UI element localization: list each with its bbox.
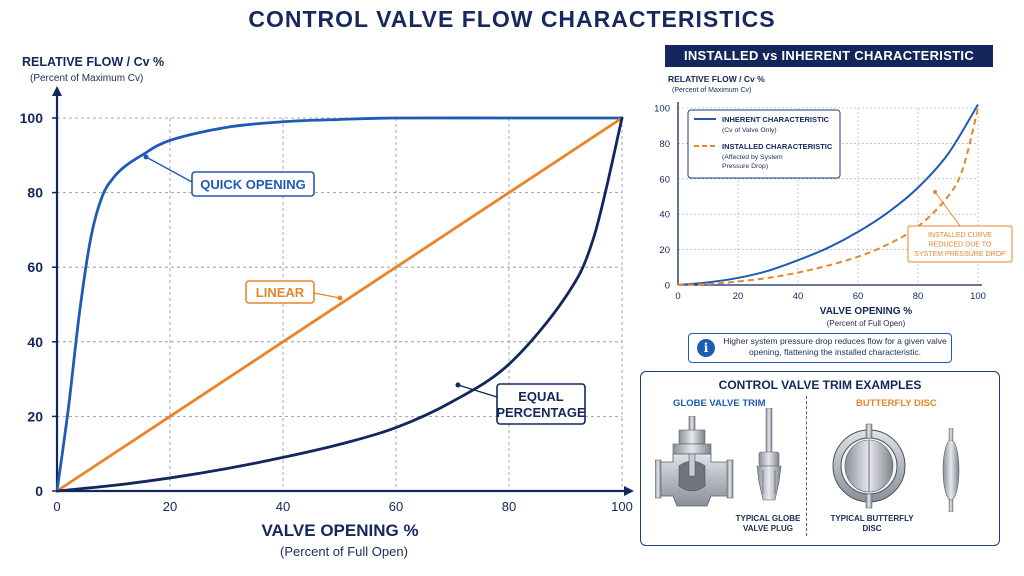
- main-ylabel: RELATIVE FLOW / Cv %: [22, 55, 164, 69]
- main-xtick-label: 40: [276, 499, 290, 514]
- inset-legend-label: INHERENT CHARACTERISTIC: [722, 115, 830, 124]
- inset-title: INSTALLED vs INHERENT CHARACTERISTIC: [665, 45, 993, 67]
- main-ytick-label: 0: [35, 483, 43, 499]
- main-xlabel: VALVE OPENING %: [261, 521, 418, 540]
- inset-ytick-label: 40: [659, 210, 670, 221]
- main-y-axis-arrow: [52, 86, 62, 96]
- inset-ytick-label: 0: [665, 281, 670, 292]
- inset-legend-label: INSTALLED CHARACTERISTIC: [722, 142, 833, 151]
- globe-plug-caption: TYPICAL GLOBE VALVE PLUG: [735, 514, 801, 533]
- main-xtick-label: 0: [53, 499, 60, 514]
- trim-examples-panel: CONTROL VALVE TRIM EXAMPLES GLOBE VALVE …: [640, 371, 1000, 546]
- inset-annotation-leader: [934, 191, 961, 227]
- inset-xtick-label: 20: [733, 291, 744, 302]
- inset-annotation-text: REDUCED DUE TO: [929, 242, 992, 249]
- main-series-label-leader: [145, 156, 193, 183]
- inset-series-line-1: [677, 107, 979, 286]
- main-series-label-arrowhead: [337, 295, 343, 301]
- inset-legend-sublabel: Pressure Drop): [722, 163, 768, 170]
- main-series-label: LINEAR: [256, 285, 305, 300]
- globe-valve-illustration: [655, 416, 734, 507]
- globe-trim-title: GLOBE VALVE TRIM: [673, 398, 766, 409]
- main-xtick-label: 60: [389, 499, 403, 514]
- info-text: Higher system pressure drop reduces flow…: [723, 336, 947, 357]
- globe-valve-plug-illustration: [756, 408, 782, 501]
- main-ytick-label: 100: [20, 110, 44, 126]
- inset-annotation-text: INSTALLED CURVE: [928, 232, 992, 239]
- inset-xtick-label: 0: [675, 291, 680, 302]
- main-ytick-label: 80: [27, 185, 43, 201]
- main-series: [55, 116, 624, 493]
- main-chart: 0 20 40 60 80 100 0 20 40 60 80 100 QUICK OPENING LI…: [20, 55, 634, 559]
- main-series-line-1: [55, 116, 624, 493]
- inset-series: [677, 103, 979, 286]
- main-ytick-label: 40: [27, 334, 43, 350]
- main-series-label: PERCENTAGE: [496, 405, 586, 420]
- inset-tick-labels: 0 20 40 60 80 100 0 20 40 60 80 100: [654, 104, 986, 303]
- inset-xtick-label: 100: [970, 291, 986, 302]
- main-series-label: EQUAL: [518, 389, 564, 404]
- inset-ytick-label: 100: [654, 104, 670, 115]
- main-series-line-2: [55, 116, 624, 493]
- page-title: CONTROL VALVE FLOW CHARACTERISTICS: [248, 6, 776, 32]
- main-ytick-label: 60: [27, 259, 43, 275]
- inset-ylabel: RELATIVE FLOW / Cv %: [668, 74, 765, 84]
- butterfly-disc-illustration: [942, 428, 960, 512]
- info-box: i Higher system pressure drop reduces fl…: [688, 333, 952, 363]
- main-series-label-leader: [457, 384, 498, 398]
- main-xtick-label: 20: [163, 499, 177, 514]
- inset-xtick-label: 80: [913, 291, 924, 302]
- main-ytick-label: 20: [27, 408, 43, 424]
- inset-ylabel-sub: (Percent of Maximum Cv): [672, 87, 751, 94]
- inset-ytick-label: 20: [659, 245, 670, 256]
- main-series-label-arrowhead: [455, 382, 461, 388]
- main-series-label-arrowhead: [143, 154, 149, 160]
- main-series-line-0: [55, 116, 624, 493]
- inset-xlabel-sub: (Percent of Full Open): [827, 319, 906, 328]
- main-series-label: QUICK OPENING: [200, 177, 305, 192]
- inset-xtick-label: 60: [853, 291, 864, 302]
- info-icon: i: [697, 339, 715, 357]
- main-xtick-label: 80: [502, 499, 516, 514]
- main-tick-labels: 0 20 40 60 80 100 0 20 40 60 80 100: [20, 110, 633, 514]
- inset-xlabel: VALVE OPENING %: [820, 306, 913, 317]
- inset-xtick-label: 40: [793, 291, 804, 302]
- main-series-label-leader: [313, 292, 341, 299]
- butterfly-valve-illustration: [832, 423, 906, 509]
- inset-legend-box: [687, 109, 841, 179]
- inset-annotation-arrowhead: [933, 190, 937, 194]
- main-ylabel-sub: (Percent of Maximum Cv): [30, 73, 143, 84]
- inset-legend: INHERENT CHARACTERISTIC (Cv of Valve Only…: [687, 109, 841, 179]
- butterfly-caption: TYPICAL BUTTERFLY DISC: [830, 514, 914, 533]
- inset-annotation: INSTALLED CURVE REDUCED DUE TO SYSTEM PRES…: [907, 190, 1013, 263]
- main-x-axis-arrow: [624, 486, 634, 496]
- inset-axes: [677, 102, 982, 286]
- main-series-label-box: [191, 171, 315, 197]
- inset-annotation-text: SYSTEM PRESSURE DROP: [914, 251, 1006, 258]
- inset-series-line-0: [677, 103, 979, 286]
- inset-ytick-label: 80: [659, 139, 670, 150]
- main-xtick-label: 100: [611, 499, 633, 514]
- trim-title: CONTROL VALVE TRIM EXAMPLES: [718, 378, 922, 392]
- inset-chart: 0 20 40 60 80 100 0 20 40 60 80 100 INHERENT CHARAC…: [654, 74, 1013, 328]
- butterfly-trim-title: BUTTERFLY DISC: [856, 398, 937, 409]
- inset-ytick-label: 60: [659, 174, 670, 185]
- main-axes: [52, 86, 634, 496]
- main-xlabel-sub: (Percent of Full Open): [280, 544, 408, 559]
- main-series-label-box: [245, 280, 315, 304]
- main-series-label-box: [496, 383, 586, 425]
- inset-legend-sublabel: (Cv of Valve Only): [722, 127, 777, 134]
- inset-legend-sublabel: (Affected by System: [722, 154, 783, 161]
- trim-separator: [806, 396, 807, 536]
